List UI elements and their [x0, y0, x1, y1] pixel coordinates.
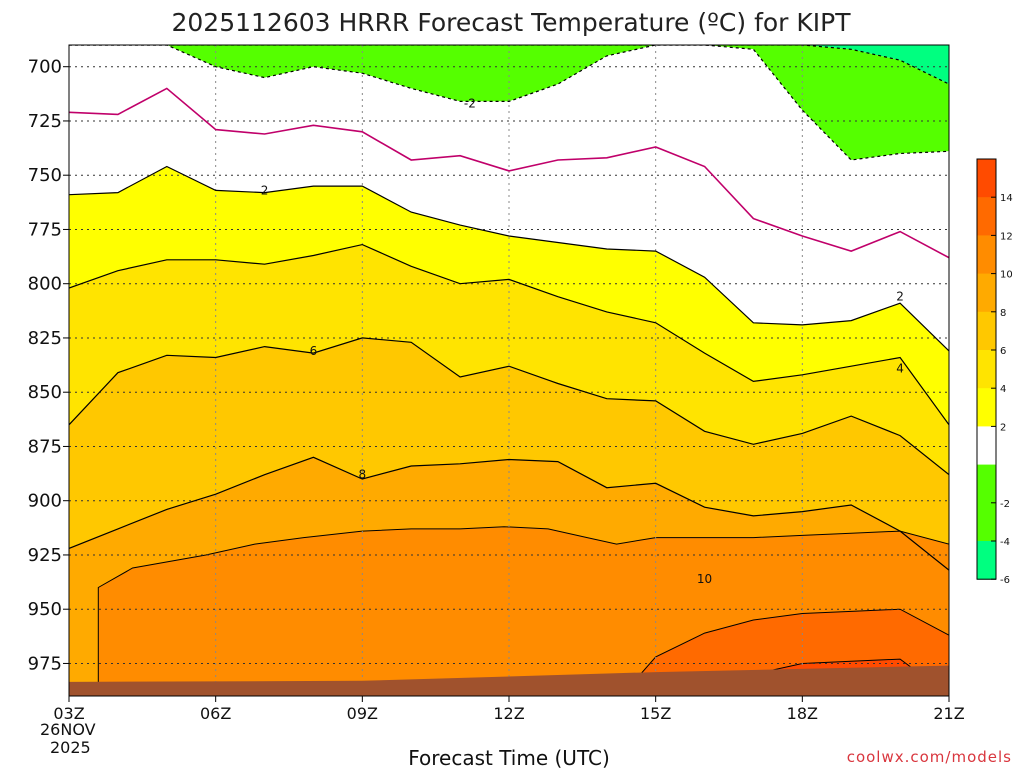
- isotherm-6: [69, 337, 949, 476]
- x-tick-label: 12Z: [493, 704, 524, 723]
- y-tick-label: 725: [28, 111, 62, 132]
- ground-layer: [69, 665, 949, 696]
- y-tick-label: 700: [28, 57, 62, 78]
- y-axis: 700 725 750 775 800 825 850 875 900 925 950 975: [28, 57, 69, 674]
- colorbar-tick-label: 14: [1000, 193, 1013, 204]
- isotherm-2: [69, 165, 949, 352]
- contour-label-layer: -2 2 2 4 6 8 10: [261, 97, 904, 586]
- colorbar-swatch: [977, 197, 996, 236]
- isotherm-0: [69, 87, 949, 259]
- y-tick-label: 975: [28, 653, 62, 674]
- x-tick-label: 15Z: [640, 704, 671, 723]
- colorbar-swatch: [977, 159, 996, 198]
- plot-area: [69, 45, 949, 696]
- colorbar-tick-label: 6: [1000, 346, 1006, 357]
- terrain-surface: [69, 665, 949, 696]
- x-tick-label: 03Z: [53, 704, 84, 723]
- contour-label: 4: [896, 361, 904, 375]
- band-minus2-to-2: [69, 45, 949, 351]
- y-tick-label: 875: [28, 436, 62, 457]
- x-year-label: 2025: [50, 738, 91, 757]
- colorbar-tick-label: 4: [1000, 384, 1006, 395]
- y-tick-label: 825: [28, 328, 62, 349]
- y-tick-label: 775: [28, 219, 62, 240]
- x-tick-label: 09Z: [347, 704, 378, 723]
- isotherm-line-layer: [69, 45, 949, 571]
- band-2-to-4: [69, 166, 949, 425]
- y-tick-label: 925: [28, 545, 62, 566]
- colorbar-tick-label: -4: [1000, 537, 1010, 548]
- y-tick-label: 850: [28, 382, 62, 403]
- credit-link[interactable]: coolwx.com/models: [847, 748, 1012, 766]
- colorbar-swatch: [977, 464, 996, 504]
- y-tick-label: 950: [28, 599, 62, 620]
- colorbar-swatch: [977, 541, 996, 580]
- x-date-label: 26NOV: [40, 720, 96, 739]
- x-tick-label: 21Z: [933, 704, 964, 723]
- isotherm-4: [69, 243, 949, 426]
- colorbar-tick-label: 8: [1000, 308, 1006, 319]
- colorbar-tick-label: 12: [1000, 231, 1013, 242]
- y-tick-label: 900: [28, 491, 62, 512]
- colorbar-tick-label: -6: [1000, 575, 1010, 586]
- contour-label: 2: [896, 290, 904, 304]
- colorbar-swatch: [977, 502, 996, 542]
- contour-label: 10: [697, 572, 712, 586]
- y-tick-label: 750: [28, 165, 62, 186]
- colorbar-swatch: [977, 311, 996, 351]
- chart-title: 2025112603 HRRR Forecast Temperature (ºC…: [171, 8, 851, 37]
- colorbar-swatch: [977, 350, 996, 389]
- isotherm-8: [69, 456, 949, 571]
- contour-label: 8: [359, 468, 367, 482]
- x-tick-label: 06Z: [200, 704, 231, 723]
- colorbar-tick-label: 10: [1000, 270, 1013, 281]
- colorbar-swatch: [977, 388, 996, 427]
- x-tick-label: 18Z: [787, 704, 818, 723]
- band-4-to-6: [69, 244, 949, 475]
- band-minus4-to-minus2: [69, 45, 949, 160]
- isotherm-minus2: [69, 45, 949, 161]
- contour-label: 6: [310, 344, 318, 358]
- y-tick-label: 800: [28, 274, 62, 295]
- band-below-minus4: [69, 45, 949, 85]
- colorbar-swatch: [977, 235, 996, 275]
- colorbar-frame: [976, 158, 997, 580]
- grid-layer: [69, 45, 949, 696]
- colorbar: 14 12 10 8 6 4 2 -2 -4 -6: [976, 158, 1013, 586]
- x-axis: 03Z 06Z 09Z 12Z 15Z 18Z 21Z: [53, 696, 965, 723]
- colorbar-swatch: [977, 426, 996, 466]
- contour-label: -2: [464, 97, 476, 111]
- colorbar-swatch: [977, 273, 996, 313]
- contour-label: 2: [261, 183, 269, 197]
- colorbar-tick-label: 2: [1000, 422, 1006, 433]
- colorbar-tick-label: -2: [1000, 499, 1010, 510]
- x-axis-label: Forecast Time (UTC): [408, 746, 610, 768]
